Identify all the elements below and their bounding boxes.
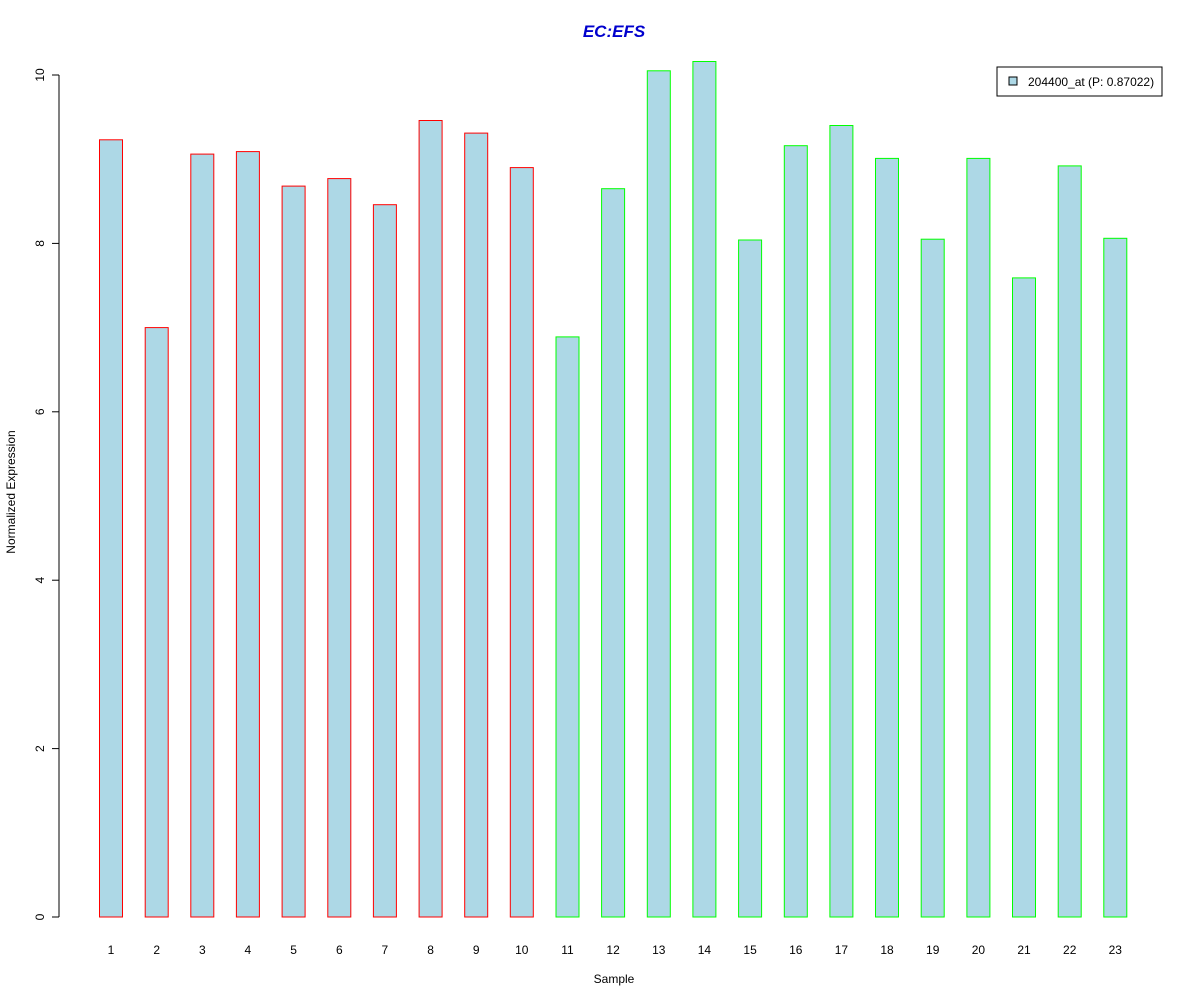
bar-23	[1103, 237, 1128, 918]
y-tick-label-4: 8	[33, 240, 47, 247]
bar-21	[1012, 277, 1036, 918]
x-tick-label-22: 22	[1063, 943, 1077, 957]
bar-3	[190, 153, 215, 918]
bar-12	[601, 188, 626, 918]
y-tick-label-3: 6	[33, 408, 47, 415]
x-tick-label-12: 12	[606, 943, 620, 957]
x-tick-label-14: 14	[698, 943, 712, 957]
bar-10	[509, 167, 534, 918]
bar-22	[1057, 165, 1082, 918]
chart-title: EC:EFS	[583, 22, 646, 41]
x-tick-label-5: 5	[290, 943, 297, 957]
bar-4	[235, 151, 260, 918]
legend-swatch	[1008, 76, 1018, 86]
x-tick-label-10: 10	[515, 943, 529, 957]
y-tick-label-1: 2	[33, 745, 47, 752]
x-tick-label-23: 23	[1109, 943, 1123, 957]
bar-16	[783, 145, 808, 918]
x-tick-label-7: 7	[382, 943, 389, 957]
x-tick-label-3: 3	[199, 943, 206, 957]
y-tick-label-2: 4	[33, 577, 47, 584]
x-tick-label-17: 17	[835, 943, 849, 957]
bar-14	[692, 61, 717, 918]
bar-15	[738, 239, 763, 918]
x-tick-label-4: 4	[245, 943, 252, 957]
x-tick-label-15: 15	[743, 943, 757, 957]
bar-11	[555, 336, 580, 918]
x-tick-label-1: 1	[108, 943, 115, 957]
x-tick-label-8: 8	[427, 943, 434, 957]
x-tick-label-21: 21	[1017, 943, 1031, 957]
bar-20	[966, 157, 991, 918]
bar-9	[464, 132, 489, 918]
bar-18	[875, 157, 899, 918]
bar-19	[920, 238, 945, 918]
y-axis-label: Normalized Expression	[4, 430, 18, 553]
bar-7	[372, 204, 397, 918]
y-axis: 0 2 4 6 8 10	[33, 68, 60, 920]
bar-17	[829, 125, 854, 918]
x-tick-label-19: 19	[926, 943, 940, 957]
x-tick-labels: 1 2 3 4 5 6 7 8 9 10 11 12 13 14 15 16 17 18 19 20 21 22 23	[108, 943, 1123, 957]
x-tick-label-6: 6	[336, 943, 343, 957]
bar-6	[327, 178, 352, 918]
bars	[99, 61, 1128, 918]
x-tick-label-18: 18	[880, 943, 894, 957]
bar-8	[418, 120, 443, 918]
legend-label: 204400_at (P: 0.87022)	[1028, 75, 1154, 89]
x-axis-label: Sample	[594, 972, 635, 986]
bar-13	[646, 70, 671, 918]
x-tick-label-13: 13	[652, 943, 666, 957]
bar-2	[144, 327, 169, 918]
x-tick-label-20: 20	[972, 943, 986, 957]
bar-5	[281, 185, 306, 918]
x-tick-label-9: 9	[473, 943, 480, 957]
legend-box	[996, 66, 1163, 97]
x-tick-label-2: 2	[153, 943, 160, 957]
y-tick-label-0: 0	[33, 913, 47, 920]
bar-1	[99, 139, 123, 918]
x-tick-label-11: 11	[561, 943, 574, 957]
x-tick-label-16: 16	[789, 943, 803, 957]
y-tick-label-5: 10	[33, 68, 47, 82]
legend: 204400_at (P: 0.87022)	[996, 66, 1163, 97]
